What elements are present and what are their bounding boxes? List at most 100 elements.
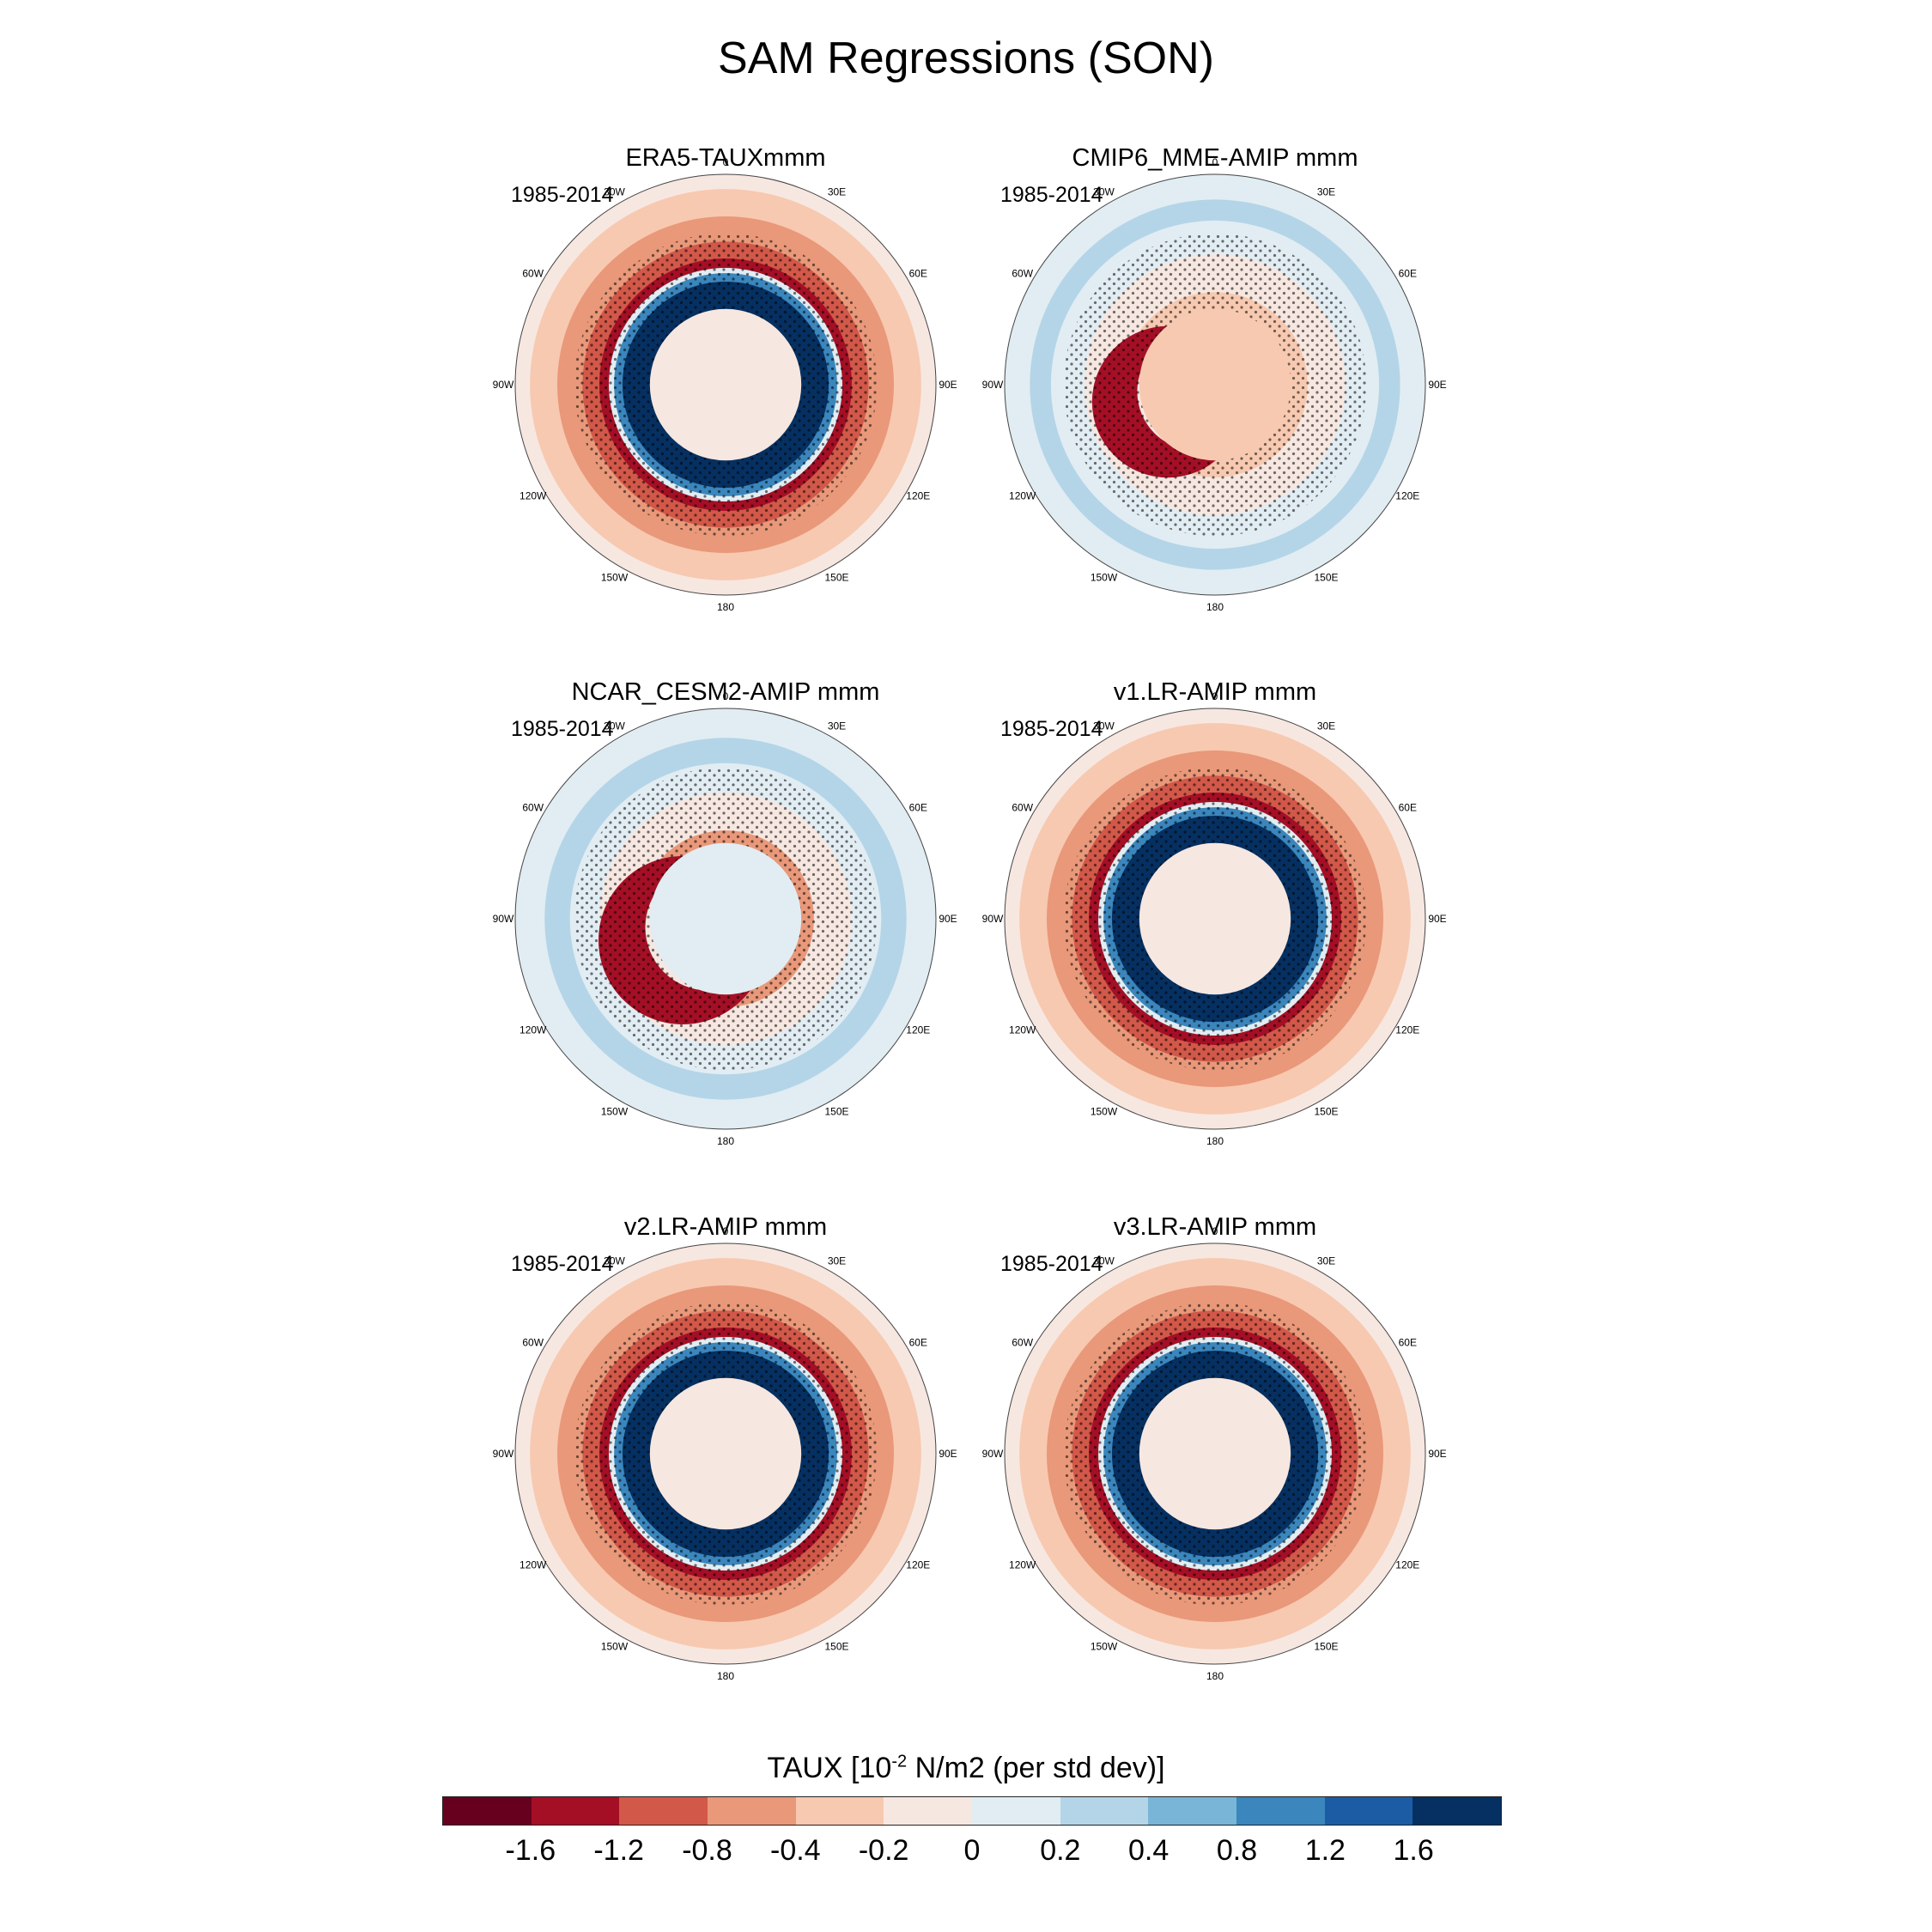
longitude-label: 30E xyxy=(828,1255,846,1267)
longitude-label: 60W xyxy=(522,268,544,280)
contour-band xyxy=(1139,308,1291,461)
polar-map: 0 30E 60E 90E 120E 150E 180 150W 120W 90W 60W 30W xyxy=(982,690,1447,1147)
longitude-label: 150W xyxy=(1091,1105,1118,1117)
panel-v2-lr: v2.LR-AMIP mmm 1985-2014 0 30E 60E 90E 120E 1… xyxy=(485,1213,966,1694)
panel-period: 1985-2014 xyxy=(1000,183,1103,207)
longitude-label: 30E xyxy=(1317,720,1335,732)
longitude-label: 180 xyxy=(717,1670,734,1682)
colorbar-tick-label: -1.2 xyxy=(593,1834,644,1867)
colorbar-tick-label: 0.4 xyxy=(1128,1834,1170,1867)
chart-title: SAM Regressions (SON) xyxy=(718,33,1214,83)
longitude-label: 90W xyxy=(493,913,514,925)
longitude-label: 0 xyxy=(1212,1225,1218,1237)
longitude-label: 90E xyxy=(1428,1448,1446,1460)
longitude-label: 150W xyxy=(1091,571,1118,583)
longitude-label: 120E xyxy=(906,1024,930,1036)
colorbar-bin-4 xyxy=(795,1797,884,1825)
longitude-label: 30E xyxy=(828,720,846,732)
longitude-label: 180 xyxy=(717,1135,734,1147)
longitude-label: 120W xyxy=(519,1559,547,1571)
longitude-label: 30E xyxy=(828,186,846,198)
longitude-label: 60E xyxy=(909,268,927,280)
longitude-label: 180 xyxy=(717,601,734,613)
longitude-label: 150E xyxy=(1314,1640,1338,1652)
colorbar-bin-0 xyxy=(443,1797,532,1825)
map-border xyxy=(1004,173,1426,596)
longitude-label: 90W xyxy=(493,1448,514,1460)
longitude-label: 90E xyxy=(939,1448,957,1460)
panel-title: ERA5-TAUXmmm xyxy=(625,144,826,172)
panel-period: 1985-2014 xyxy=(1000,717,1103,741)
colorbar-bin-11 xyxy=(1413,1797,1502,1825)
longitude-label: 90W xyxy=(493,379,514,391)
longitude-label: 30W xyxy=(604,720,625,732)
map-border xyxy=(1004,708,1426,1130)
colorbar-bin-10 xyxy=(1324,1797,1413,1825)
longitude-label: 30W xyxy=(1093,720,1115,732)
longitude-label: 120W xyxy=(1009,1559,1036,1571)
longitude-label: 0 xyxy=(1212,690,1218,702)
longitude-label: 150E xyxy=(824,1640,848,1652)
colorbar-tick-label: 1.2 xyxy=(1304,1834,1346,1867)
panel-period: 1985-2014 xyxy=(511,1252,614,1276)
colorbar-bin-9 xyxy=(1236,1797,1325,1825)
colorbar-bin-6 xyxy=(972,1797,1060,1825)
longitude-label: 60W xyxy=(522,1337,544,1349)
map-border xyxy=(514,173,937,596)
colorbar-tick-label: 1.6 xyxy=(1393,1834,1434,1867)
longitude-label: 90E xyxy=(1428,379,1446,391)
longitude-label: 150W xyxy=(1091,1640,1118,1652)
longitude-label: 30E xyxy=(1317,1255,1335,1267)
longitude-label: 120E xyxy=(1395,1024,1419,1036)
colorbar-title-head: TAUX [10 xyxy=(767,1752,892,1784)
map-field xyxy=(515,708,936,1129)
longitude-label: 120E xyxy=(1395,1559,1419,1571)
longitude-label: 150E xyxy=(1314,1105,1338,1117)
colorbar-tick-label: -0.8 xyxy=(682,1834,732,1867)
longitude-label: 150E xyxy=(1314,571,1338,583)
panel-v3-lr: v3.LR-AMIP mmm 1985-2014 0 30E 60E 90E 120E 1… xyxy=(975,1213,1455,1694)
longitude-label: 150E xyxy=(824,571,848,583)
longitude-label: 0 xyxy=(1212,156,1218,168)
longitude-label: 180 xyxy=(1206,1135,1224,1147)
panel-title: v1.LR-AMIP mmm xyxy=(1113,678,1317,706)
longitude-label: 120W xyxy=(519,1024,547,1036)
longitude-label: 60W xyxy=(1012,268,1033,280)
map-field xyxy=(1005,1243,1425,1664)
colorbar-title-tail: N/m2 (per std dev)] xyxy=(907,1752,1165,1784)
polar-map: 0 30E 60E 90E 120E 150E 180 150W 120W 90W 60W 30W xyxy=(493,156,957,613)
longitude-label: 120E xyxy=(906,490,930,502)
colorbar-tick-label: 0.2 xyxy=(1040,1834,1081,1867)
colorbar-tick-label: 0.8 xyxy=(1216,1834,1258,1867)
longitude-label: 30W xyxy=(604,186,625,198)
colorbar-bin-8 xyxy=(1148,1797,1237,1825)
map-field xyxy=(515,1243,936,1664)
panel-period: 1985-2014 xyxy=(1000,1252,1103,1276)
panel-period: 1985-2014 xyxy=(511,183,614,207)
longitude-label: 120E xyxy=(1395,490,1419,502)
map-border xyxy=(514,1242,937,1665)
longitude-label: 120W xyxy=(519,490,547,502)
contour-band xyxy=(649,1377,802,1530)
longitude-label: 0 xyxy=(723,1225,729,1237)
longitude-label: 60E xyxy=(1399,1337,1417,1349)
colorbar-bin-2 xyxy=(619,1797,708,1825)
longitude-label: 60E xyxy=(909,1337,927,1349)
map-border xyxy=(514,708,937,1130)
contour-band xyxy=(649,842,802,995)
longitude-label: 150W xyxy=(601,1640,629,1652)
contour-band xyxy=(649,308,802,461)
longitude-label: 60E xyxy=(1399,268,1417,280)
polar-map: 0 30E 60E 90E 120E 150E 180 150W 120W 90W 60W 30W xyxy=(982,1225,1447,1682)
longitude-label: 60W xyxy=(1012,802,1033,814)
longitude-label: 30W xyxy=(1093,186,1115,198)
colorbar-tick-labels: -1.6 -1.2 -0.8 -0.4 -0.2 0 0.2 0.4 0.8 1.2 1.6 xyxy=(442,1834,1502,1868)
colorbar-bin-5 xyxy=(884,1797,973,1825)
longitude-label: 90W xyxy=(982,379,1004,391)
longitude-label: 90E xyxy=(1428,913,1446,925)
colorbar xyxy=(442,1796,1502,1826)
longitude-label: 150W xyxy=(601,1105,629,1117)
panel-title: CMIP6_MME-AMIP mmm xyxy=(1072,144,1358,172)
contour-band xyxy=(1139,1377,1291,1530)
map-field xyxy=(1005,174,1425,595)
